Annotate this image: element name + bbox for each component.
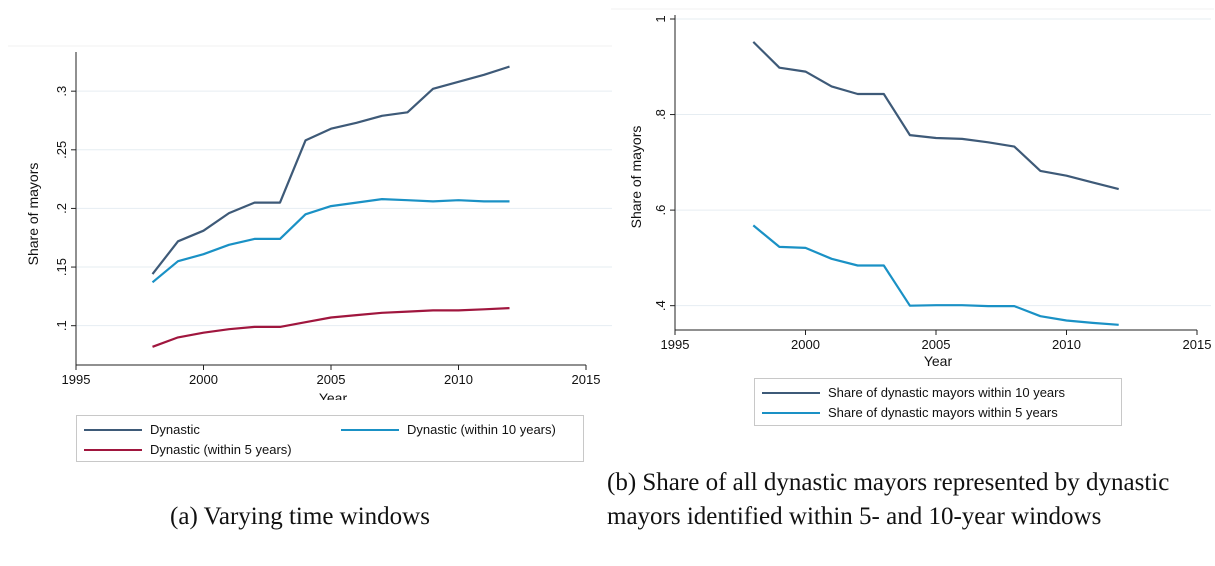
legend-label-dynastic-10: Dynastic (within 10 years) (407, 422, 556, 437)
b-y-tick-label: .4 (653, 300, 668, 311)
a-series-line-2 (152, 307, 510, 348)
a-series-line-1 (151, 198, 510, 284)
a-y-tick-label: .3 (54, 86, 69, 97)
legend-swatch-share-5 (762, 411, 820, 414)
b-x-tick-label: 2005 (922, 337, 951, 352)
b-y-tick-label: .6 (653, 205, 668, 216)
b-y-tick-label: .8 (653, 109, 668, 120)
chart-b-gridlines (675, 18, 1211, 307)
b-x-tick-label: 1995 (661, 337, 690, 352)
chart-b-x-axis-label: Year (924, 353, 953, 369)
legend-swatch-dynastic-10 (341, 428, 399, 431)
b-x-tick-label: 2010 (1052, 337, 1081, 352)
a-x-tick-label: 2010 (444, 372, 473, 387)
a-x-tick-label: 2000 (189, 372, 218, 387)
a-y-tick-label: .25 (54, 141, 69, 159)
chart-b-tick-labels: .4 .6 .8 1 1995 2000 2005 2010 2015 (653, 15, 1211, 352)
legend-label-dynastic-5: Dynastic (within 5 years) (150, 442, 292, 457)
legend-item-share-5: Share of dynastic mayors within 5 years (762, 405, 1058, 420)
chart-b-y-axis-label: Share of mayors (628, 126, 644, 229)
a-x-tick-label: 2005 (317, 372, 346, 387)
chart-b-plot: .4 .6 .8 1 1995 2000 2005 2010 2015 Year Share o… (611, 8, 1214, 369)
chart-a-tick-labels: .1 .15 .2 .25 .3 1995 2000 2005 2010 2015 (54, 86, 600, 387)
legend-item-share-10: Share of dynastic mayors within 10 years (762, 385, 1065, 400)
legend-label-share-10: Share of dynastic mayors within 10 years (828, 385, 1065, 400)
legend-label-dynastic: Dynastic (150, 422, 200, 437)
caption-a: (a) Varying time windows (170, 503, 430, 530)
a-x-tick-label: 2015 (572, 372, 601, 387)
a-y-tick-label: .15 (54, 258, 69, 276)
b-series-line-0 (752, 41, 1119, 191)
legend-item-dynastic: Dynastic (84, 422, 200, 437)
chart-b-axes (670, 15, 1198, 335)
b-y-tick-label: 1 (653, 15, 668, 22)
legend-swatch-dynastic-5 (84, 448, 142, 451)
a-x-tick-label: 1995 (62, 372, 91, 387)
a-series-line-0 (151, 65, 510, 275)
chart-b-legend: Share of dynastic mayors within 10 years… (754, 378, 1122, 426)
chart-a-x-axis-label: Year (319, 390, 348, 400)
legend-swatch-dynastic (84, 428, 142, 431)
b-series-line-1 (752, 224, 1119, 326)
chart-b-series (752, 41, 1119, 326)
a-y-tick-label: .1 (54, 320, 69, 331)
chart-a-series (151, 65, 510, 348)
b-x-tick-label: 2000 (791, 337, 820, 352)
caption-b: (b) Share of all dynastic mayors represe… (607, 469, 1170, 530)
chart-a-gridlines (76, 90, 612, 327)
chart-a-axes (71, 52, 587, 370)
a-y-tick-label: .2 (54, 203, 69, 214)
b-x-tick-label: 2015 (1183, 337, 1212, 352)
legend-label-share-5: Share of dynastic mayors within 5 years (828, 405, 1058, 420)
chart-a-legend: Dynastic Dynastic (within 10 years) Dyna… (76, 415, 584, 462)
legend-item-dynastic-10: Dynastic (within 10 years) (341, 422, 556, 437)
legend-swatch-share-10 (762, 391, 820, 394)
legend-item-dynastic-5: Dynastic (within 5 years) (84, 442, 292, 457)
chart-a-plot: .1 .15 .2 .25 .3 1995 2000 2005 2010 2015 Year Sh… (8, 45, 612, 400)
chart-a-y-axis-label: Share of mayors (25, 163, 41, 266)
